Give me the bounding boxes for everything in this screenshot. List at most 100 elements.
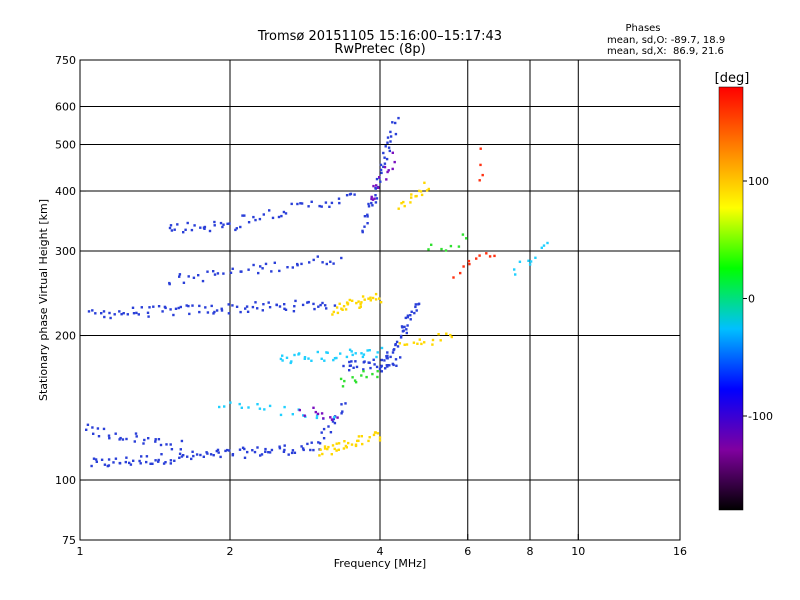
- data-point: [344, 308, 348, 311]
- data-point: [180, 439, 184, 443]
- data-point: [375, 184, 378, 187]
- data-point: [103, 463, 107, 466]
- data-point: [289, 361, 292, 365]
- data-point: [263, 408, 266, 411]
- data-point: [397, 207, 400, 210]
- data-point: [405, 331, 408, 335]
- data-point: [389, 130, 392, 134]
- data-point: [290, 360, 293, 363]
- data-point: [169, 224, 173, 227]
- data-point: [197, 274, 200, 277]
- data-point: [409, 318, 412, 321]
- data-point: [245, 305, 249, 308]
- data-point: [165, 443, 168, 446]
- data-point: [302, 414, 305, 417]
- data-point: [212, 454, 215, 457]
- data-point: [187, 304, 190, 308]
- data-point: [279, 357, 283, 361]
- data-point: [246, 450, 249, 454]
- data-point: [376, 432, 380, 435]
- data-point: [229, 401, 232, 404]
- data-point: [125, 437, 128, 441]
- data-point: [173, 459, 176, 462]
- data-point: [420, 193, 424, 197]
- data-point: [481, 173, 484, 177]
- data-point: [367, 361, 370, 364]
- data-point: [281, 354, 284, 357]
- data-point: [344, 444, 348, 448]
- data-point: [409, 201, 412, 204]
- data-point: [382, 165, 385, 168]
- data-point: [300, 445, 303, 448]
- data-point: [362, 370, 365, 373]
- data-point: [308, 261, 311, 264]
- data-point: [321, 261, 324, 264]
- data-point: [529, 260, 533, 263]
- data-point: [353, 379, 357, 382]
- data-point: [107, 458, 111, 461]
- data-point: [360, 435, 363, 438]
- data-point: [318, 442, 322, 445]
- data-point: [389, 140, 392, 143]
- data-point: [534, 256, 537, 259]
- data-point: [546, 241, 549, 245]
- data-point: [306, 301, 309, 304]
- data-point: [326, 447, 329, 451]
- data-point: [316, 350, 319, 354]
- data-point: [114, 457, 118, 460]
- data-point: [198, 310, 201, 314]
- data-point: [400, 334, 403, 338]
- data-point: [374, 194, 377, 197]
- data-point: [169, 443, 172, 446]
- data-point: [386, 364, 389, 367]
- data-point: [240, 406, 243, 409]
- data-point: [375, 355, 378, 359]
- y-tick-label: 100: [55, 474, 76, 487]
- data-point: [284, 308, 288, 311]
- data-point: [332, 310, 335, 314]
- data-point: [404, 316, 407, 320]
- data-point: [154, 438, 157, 441]
- data-point: [247, 221, 251, 224]
- data-point: [366, 349, 369, 352]
- colorbar-tick-label: 100: [748, 175, 769, 188]
- data-point: [108, 311, 111, 315]
- data-point: [376, 351, 379, 354]
- data-point: [336, 311, 340, 315]
- data-point: [257, 271, 260, 275]
- data-point: [282, 210, 286, 214]
- data-point: [325, 351, 328, 354]
- data-point: [415, 309, 418, 312]
- data-point: [361, 229, 364, 233]
- data-point: [216, 448, 220, 452]
- data-point: [169, 459, 173, 462]
- data-point: [213, 310, 216, 314]
- data-point: [170, 448, 174, 451]
- data-point: [369, 366, 372, 370]
- data-point: [346, 303, 349, 306]
- data-point: [418, 189, 421, 193]
- data-point: [330, 453, 333, 456]
- data-point: [273, 261, 276, 264]
- data-point: [427, 248, 430, 251]
- data-point: [333, 357, 337, 360]
- data-point: [164, 306, 167, 310]
- data-point: [376, 370, 379, 373]
- data-point: [394, 121, 397, 125]
- data-point: [118, 438, 121, 441]
- data-point: [143, 438, 146, 442]
- data-point: [418, 338, 421, 341]
- chart-title: Tromsø 20151105 15:16:00–15:17:43: [257, 29, 502, 44]
- data-point: [203, 227, 206, 230]
- data-point: [238, 402, 241, 406]
- data-point: [378, 176, 381, 179]
- data-point: [528, 263, 532, 266]
- data-point: [147, 437, 150, 440]
- data-point: [386, 351, 389, 354]
- data-point: [204, 306, 207, 309]
- data-point: [277, 215, 281, 219]
- data-point: [219, 221, 223, 225]
- data-point: [315, 416, 319, 420]
- data-point: [190, 457, 193, 461]
- data-point: [335, 306, 339, 309]
